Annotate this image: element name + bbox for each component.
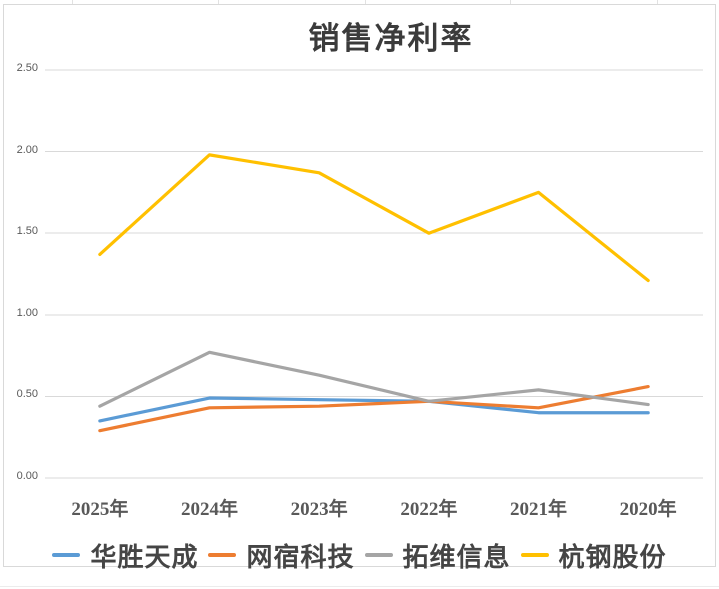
x-axis-tick-label: 2021年 <box>509 499 567 520</box>
sheet-cell-border <box>72 0 73 4</box>
series-line-拓维信息[interactable] <box>98 350 650 408</box>
gridlines <box>45 69 703 479</box>
x-axis-tick-label: 2023年 <box>290 499 348 520</box>
legend-item-拓维信息[interactable]: 拓维信息 <box>364 537 511 574</box>
x-axis-tick-label: 2022年 <box>400 499 458 520</box>
chart-frame[interactable] <box>3 4 716 567</box>
series-line-网宿科技[interactable] <box>98 385 650 433</box>
chart-title: 销售净利率 <box>308 21 474 56</box>
legend-label: 网宿科技 <box>246 542 355 572</box>
legend-line-marker <box>520 553 549 557</box>
legend: 华胜天成 网宿科技 拓维信息 杭钢股份 <box>0 537 719 573</box>
sheet-cell-border <box>218 0 219 4</box>
legend-item-网宿科技[interactable]: 网宿科技 <box>208 537 354 574</box>
sheet-cell-border <box>510 0 511 4</box>
legend-label: 杭钢股份 <box>558 542 667 572</box>
legend-line-marker <box>52 553 81 557</box>
series-lines <box>98 153 650 433</box>
series-line-杭钢股份[interactable] <box>98 153 650 283</box>
x-axis-tick-label: 2024年 <box>180 499 238 520</box>
y-axis-tick-label: 1.00 <box>16 306 38 319</box>
legend-item-杭钢股份[interactable]: 杭钢股份 <box>520 537 667 574</box>
legend-line-marker <box>364 553 393 557</box>
sheet-cell-border <box>365 0 366 4</box>
sheet-cell-border <box>0 586 719 587</box>
legend-item-华胜天成[interactable]: 华胜天成 <box>52 537 198 574</box>
y-axis-tick-label: 2.50 <box>16 62 38 74</box>
legend-line-marker <box>208 553 237 557</box>
y-axis-tick-label: 0.50 <box>16 388 38 401</box>
y-axis-tick-label: 0.00 <box>16 470 38 482</box>
y-axis-tick-label: 2.00 <box>16 143 38 156</box>
x-axis-tick-label: 2020年 <box>619 499 677 520</box>
y-axis-tick-label: 1.50 <box>16 225 38 238</box>
series-line-华胜天成[interactable] <box>98 396 650 423</box>
x-axis-tick-label: 2025年 <box>71 499 129 520</box>
legend-label: 华胜天成 <box>90 542 199 572</box>
legend-label: 拓维信息 <box>402 542 511 572</box>
sheet-cell-border <box>657 0 658 4</box>
